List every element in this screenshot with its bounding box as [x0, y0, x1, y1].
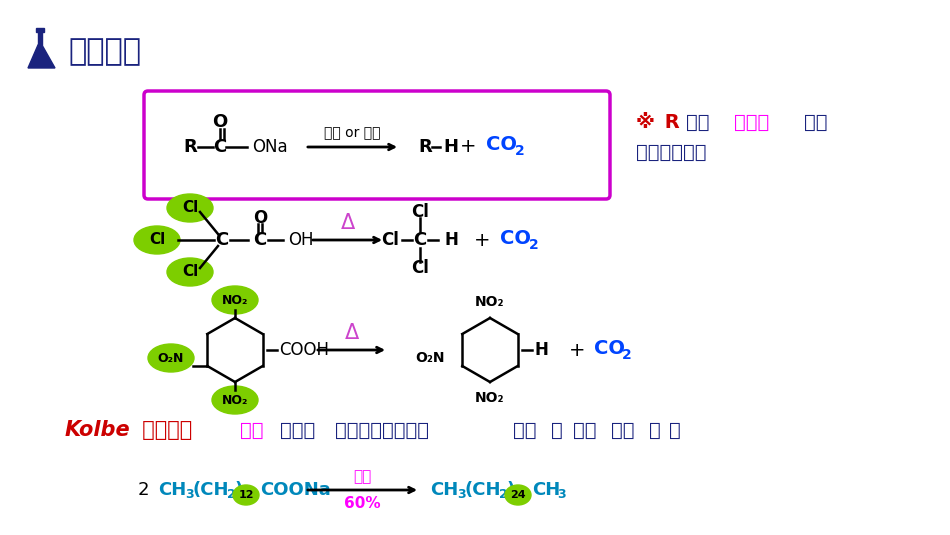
Text: 2: 2	[499, 488, 507, 501]
Text: 的: 的	[551, 421, 562, 439]
Text: 偶联: 偶联	[573, 421, 597, 439]
Text: 脱羧反应: 脱羧反应	[68, 37, 141, 66]
Text: 24: 24	[510, 490, 525, 500]
Text: Cl: Cl	[181, 201, 199, 216]
Text: 。: 。	[669, 421, 681, 439]
Text: Δ: Δ	[344, 323, 359, 343]
Text: Cl: Cl	[149, 233, 165, 248]
Text: H: H	[534, 341, 548, 359]
Text: Kolbe: Kolbe	[65, 420, 130, 440]
Text: H: H	[444, 231, 458, 249]
Text: 2: 2	[529, 238, 539, 252]
FancyBboxPatch shape	[144, 91, 610, 199]
Text: O₂N: O₂N	[158, 351, 184, 364]
Polygon shape	[38, 32, 42, 45]
Text: C: C	[254, 231, 267, 249]
Ellipse shape	[167, 258, 213, 286]
Ellipse shape	[134, 226, 180, 254]
Text: OH: OH	[288, 231, 314, 249]
Text: CH: CH	[158, 481, 186, 499]
Text: COOH: COOH	[279, 341, 329, 359]
Ellipse shape	[167, 194, 213, 222]
Text: 3: 3	[185, 488, 194, 501]
Text: 烷基: 烷基	[513, 421, 537, 439]
Ellipse shape	[212, 286, 258, 314]
Text: 吸电子: 吸电子	[734, 113, 770, 132]
Text: (CH: (CH	[193, 481, 230, 499]
Ellipse shape	[233, 485, 259, 505]
Text: H: H	[443, 138, 458, 156]
Text: 合成法：: 合成法：	[135, 420, 192, 440]
Text: ): )	[506, 481, 514, 499]
Text: Cl: Cl	[181, 264, 199, 279]
Text: CO: CO	[500, 228, 531, 248]
Text: NO₂: NO₂	[221, 394, 248, 407]
Text: 电解 or 加热: 电解 or 加热	[324, 126, 381, 140]
Text: C: C	[413, 231, 427, 249]
Text: +: +	[460, 137, 476, 157]
Text: 羧酸盐: 羧酸盐	[280, 421, 315, 439]
Ellipse shape	[505, 485, 531, 505]
Polygon shape	[36, 28, 44, 32]
Text: +: +	[569, 340, 585, 360]
Text: (CH: (CH	[465, 481, 502, 499]
Text: +: +	[474, 231, 490, 249]
Text: ): )	[234, 481, 242, 499]
Text: Cl: Cl	[411, 259, 429, 277]
Text: R: R	[183, 138, 197, 156]
Text: 3: 3	[457, 488, 466, 501]
Text: C: C	[216, 231, 229, 249]
Text: Cl: Cl	[381, 231, 399, 249]
Text: Δ: Δ	[340, 213, 354, 233]
Text: NO₂: NO₂	[475, 295, 504, 309]
Text: NO₂: NO₂	[221, 294, 248, 307]
Text: NO₂: NO₂	[475, 391, 504, 405]
Text: C: C	[214, 138, 227, 156]
Text: R: R	[658, 113, 687, 132]
Text: ONa: ONa	[252, 138, 288, 156]
Text: R: R	[418, 138, 431, 156]
Text: O: O	[213, 113, 228, 131]
Text: 生成: 生成	[611, 421, 635, 439]
Text: O₂N: O₂N	[415, 351, 445, 365]
Text: 2: 2	[622, 348, 632, 362]
Text: 2: 2	[227, 488, 236, 501]
Text: 60%: 60%	[344, 495, 381, 510]
Text: 连有: 连有	[686, 113, 710, 132]
Ellipse shape	[148, 344, 194, 372]
Text: CH: CH	[532, 481, 560, 499]
Text: 时容易脱羧。: 时容易脱羧。	[636, 143, 707, 162]
Text: 12: 12	[238, 490, 254, 500]
Polygon shape	[28, 45, 55, 68]
Text: COONa: COONa	[260, 481, 331, 499]
Text: CH: CH	[430, 481, 458, 499]
Text: ※: ※	[636, 113, 655, 132]
Text: Cl: Cl	[411, 203, 429, 221]
Text: 烃: 烃	[649, 421, 661, 439]
Text: 电解: 电解	[353, 470, 371, 485]
Ellipse shape	[212, 386, 258, 414]
Text: 基团: 基团	[804, 113, 827, 132]
Text: 2: 2	[515, 144, 524, 158]
Text: CO: CO	[594, 339, 625, 357]
Text: CO: CO	[486, 135, 517, 155]
Text: O: O	[253, 209, 267, 227]
Text: 3: 3	[557, 488, 565, 501]
Text: 溶液，在阳极发生: 溶液，在阳极发生	[335, 421, 429, 439]
Text: 2: 2	[138, 481, 149, 499]
Text: 电解: 电解	[240, 421, 263, 439]
